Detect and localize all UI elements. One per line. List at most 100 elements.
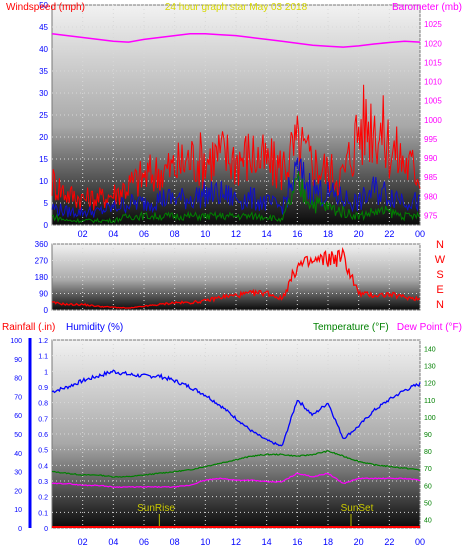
- direction-tick-label: 360: [35, 240, 49, 249]
- wind-panel-series: [51, 32, 421, 224]
- compass-label: N: [436, 239, 444, 251]
- x-tick-label: 04: [108, 229, 118, 239]
- rainfall-tick-label: 60: [14, 413, 22, 420]
- windspeed-tick-label: 30: [39, 89, 48, 98]
- rainfall-axis-title: Rainfall (.in): [2, 322, 55, 333]
- barometer-tick-label: 990: [424, 154, 438, 163]
- x-tick-label: 22: [384, 229, 394, 239]
- x-tick-label: 10: [200, 537, 210, 547]
- windspeed-tick-label: 20: [39, 133, 48, 142]
- humidity-tick-label: 0.3: [38, 479, 48, 486]
- x-tick-label: 08: [170, 229, 180, 239]
- humidity-tick-label: 1: [44, 369, 48, 376]
- humidity-tick-label: 0.9: [38, 385, 48, 392]
- windspeed-tick-label: 35: [39, 67, 48, 76]
- temperature-tick-label: 70: [424, 466, 432, 473]
- x-tick-label: 10: [200, 229, 210, 239]
- dewpoint-axis-title: Dew Point (°F): [397, 322, 462, 333]
- x-tick-label: 18: [323, 229, 333, 239]
- rainfall-tick-label: 10: [14, 507, 22, 514]
- rainfall-tick-label: 70: [14, 394, 22, 401]
- x-tick-label: 16: [292, 229, 302, 239]
- barometer-tick-label: 985: [424, 173, 438, 182]
- series-line-wind-gust: [51, 84, 421, 211]
- barometer-axis-title: Barometer (mb): [392, 2, 462, 13]
- x-tick-label: 06: [139, 229, 149, 239]
- x-tick-label: 08: [170, 537, 180, 547]
- x-tick-label: 16: [292, 537, 302, 547]
- x-tick-label: 00: [415, 537, 425, 547]
- direction-tick-label: 90: [39, 290, 48, 299]
- wind-panel-grid: [52, 4, 421, 226]
- humidity-tick-label: 0.5: [38, 448, 48, 455]
- x-tick-label: 20: [354, 537, 364, 547]
- sunrise-label: SunRise: [137, 503, 175, 514]
- climate-panel-series: [51, 369, 421, 528]
- temperature-tick-label: 120: [424, 381, 436, 388]
- temperature-line: [51, 450, 421, 478]
- windspeed-axis-title: Windspeed (mph): [6, 2, 85, 13]
- wind-panel-axes: 0510152025303540455097598098599099510001…: [39, 1, 442, 239]
- barometer-tick-label: 975: [424, 211, 438, 220]
- rainfall-tick-label: 30: [14, 470, 22, 477]
- humidity-tick-label: 0.7: [38, 416, 48, 423]
- x-tick-label: 02: [78, 229, 88, 239]
- direction-tick-label: 0: [44, 306, 49, 315]
- rainfall-tick-label: 100: [10, 338, 22, 345]
- x-tick-label: 14: [262, 537, 272, 547]
- dewpoint-line: [51, 472, 421, 489]
- windspeed-tick-label: 45: [39, 23, 48, 32]
- windspeed-tick-label: 0: [44, 221, 49, 230]
- wind-direction-line: [51, 246, 420, 309]
- sunset-label: SunSet: [341, 503, 374, 514]
- temperature-tick-label: 140: [424, 347, 436, 354]
- compass-label: W: [435, 254, 446, 266]
- windspeed-tick-label: 10: [39, 177, 48, 186]
- temperature-axis-title: Temperature (°F): [313, 322, 389, 333]
- x-tick-label: 12: [231, 537, 241, 547]
- direction-panel-series: [51, 246, 420, 309]
- barometer-tick-label: 1010: [424, 78, 442, 87]
- humidity-tick-label: 0.4: [38, 463, 48, 470]
- temperature-tick-label: 80: [424, 449, 432, 456]
- rainfall-tick-label: 20: [14, 488, 22, 495]
- graph-title: 24 hour graph star May 03 2018: [165, 2, 308, 13]
- rainfall-tick-label: 80: [14, 376, 22, 383]
- compass-label: E: [436, 284, 443, 296]
- temperature-tick-label: 130: [424, 364, 436, 371]
- compass-label: S: [436, 269, 443, 281]
- climate-panel-grid: [52, 339, 421, 529]
- humidity-tick-label: 0.2: [38, 495, 48, 502]
- humidity-tick-label: 0: [44, 526, 48, 533]
- temperature-tick-label: 60: [424, 483, 432, 490]
- humidity-tick-label: 1.2: [38, 338, 48, 345]
- rainfall-tick-label: 50: [14, 432, 22, 439]
- direction-tick-label: 180: [35, 273, 49, 282]
- windspeed-tick-label: 5: [44, 199, 49, 208]
- series-line-wind-average: [51, 157, 421, 219]
- humidity-axis-title: Humidity (%): [66, 322, 123, 333]
- barometer-tick-label: 1015: [424, 58, 442, 67]
- x-tick-label: 20: [354, 229, 364, 239]
- temperature-tick-label: 110: [424, 398, 435, 405]
- windspeed-tick-label: 25: [39, 111, 48, 120]
- barometer-line: [51, 32, 421, 48]
- humidity-tick-label: 0.1: [38, 510, 48, 517]
- windspeed-tick-label: 40: [39, 45, 48, 54]
- temperature-tick-label: 100: [424, 415, 436, 422]
- barometer-tick-label: 995: [424, 135, 438, 144]
- compass-label: N: [436, 299, 444, 311]
- x-tick-label: 14: [262, 229, 272, 239]
- barometer-tick-label: 1020: [424, 39, 442, 48]
- barometer-tick-label: 980: [424, 192, 438, 201]
- rainfall-tick-label: 90: [14, 357, 22, 364]
- windspeed-tick-label: 50: [39, 1, 48, 10]
- climate-panel-axes: 010203040506070809010000.10.20.30.40.50.…: [10, 338, 436, 547]
- series-line-wind-low: [51, 171, 421, 224]
- temperature-tick-label: 50: [424, 500, 432, 507]
- x-tick-label: 22: [384, 537, 394, 547]
- barometer-tick-label: 1005: [424, 97, 442, 106]
- humidity-tick-label: 0.8: [38, 401, 48, 408]
- direction-tick-label: 270: [35, 257, 49, 266]
